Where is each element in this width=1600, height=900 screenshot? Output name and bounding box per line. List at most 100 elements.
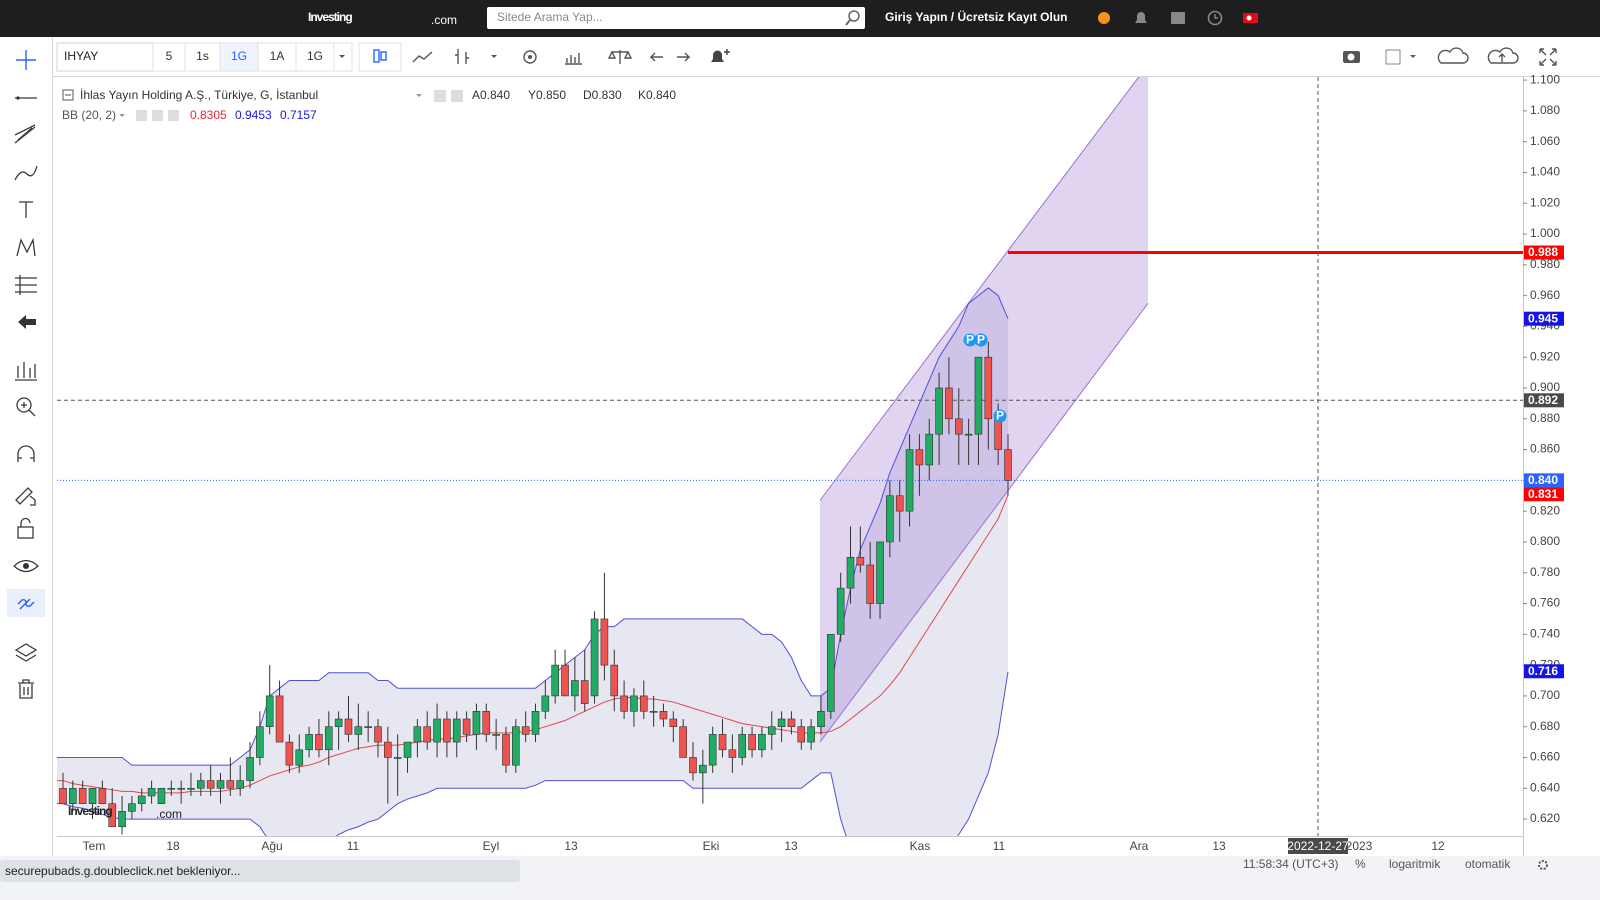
candle-body[interactable] [649,710,658,713]
candle-body[interactable] [128,803,136,812]
candle-body[interactable] [531,710,540,735]
candle-body[interactable] [206,780,215,789]
symbol-input[interactable] [56,42,154,72]
indicator-dropdown[interactable] [119,114,125,117]
candle-body[interactable] [551,664,559,697]
candle-body[interactable] [866,564,874,604]
candle-body[interactable] [945,387,953,420]
percent-toggle[interactable]: % [1355,857,1366,871]
candle-body[interactable] [738,734,747,758]
candle-body[interactable] [216,780,225,789]
candle-body[interactable] [708,734,717,766]
auto-toggle[interactable]: otomatik [1465,857,1511,871]
candle-body[interactable] [1004,449,1012,481]
candle-body[interactable] [994,418,1002,450]
search-box[interactable] [487,7,865,29]
search-icon[interactable] [845,10,860,26]
candle-body[interactable] [482,710,491,735]
candle-body[interactable] [364,726,372,728]
candle-body[interactable] [384,741,392,758]
event-marker[interactable] [974,333,988,347]
candle-body[interactable] [492,734,500,736]
candle-body[interactable] [315,734,323,751]
event-marker[interactable] [963,333,977,347]
candle-body[interactable] [590,618,599,697]
candle-body[interactable] [728,749,737,758]
candle-body[interactable] [472,710,481,735]
candle-body[interactable] [758,734,766,751]
candle-body[interactable] [265,695,274,727]
indicator-icons[interactable] [136,110,179,121]
candle-body[interactable] [256,726,264,758]
legend-icons[interactable] [434,90,463,102]
candle-body[interactable] [954,418,963,435]
candle-body[interactable] [659,710,668,720]
candle-body[interactable] [797,726,806,743]
candle-body[interactable] [777,718,786,727]
candle-body[interactable] [807,726,815,743]
candle-body[interactable] [886,495,894,543]
candle-body[interactable] [118,811,126,828]
candle-body[interactable] [285,741,294,766]
event-marker[interactable] [993,409,1007,423]
candle-body[interactable] [925,433,934,466]
candle-body[interactable] [787,718,796,727]
candle-body[interactable] [827,634,835,712]
candle-body[interactable] [108,803,117,828]
candle-body[interactable] [679,726,687,758]
candle-body[interactable] [718,734,727,751]
candle-body[interactable] [305,734,313,751]
candle-body[interactable] [876,541,884,604]
candle-body[interactable] [187,787,195,790]
interval-button[interactable] [219,42,259,72]
candle-body[interactable] [88,787,97,804]
interval-button[interactable] [257,42,297,72]
settings-icon[interactable] [1538,860,1548,870]
log-toggle[interactable]: logaritmik [1389,857,1441,871]
candle-body[interactable] [443,718,451,743]
candle-body[interactable] [984,356,993,420]
plot-area[interactable]: P PP [57,65,1523,896]
candle-body[interactable] [512,726,520,766]
candle-body[interactable] [226,780,235,789]
candle-body[interactable] [236,780,244,789]
candle-body[interactable] [541,695,550,712]
candle-body[interactable] [69,787,77,804]
candle-body[interactable] [836,587,845,635]
candle-body[interactable] [561,664,569,697]
sidebar-tools[interactable] [7,50,45,699]
candle-body[interactable] [374,726,382,743]
candle-body[interactable] [197,780,205,789]
candle-body[interactable] [767,726,776,735]
interval-button[interactable] [295,42,335,72]
candle-body[interactable] [59,787,67,804]
candle-body[interactable] [452,718,461,743]
candle-body[interactable] [275,695,284,743]
candle-body[interactable] [462,718,471,735]
candle-body[interactable] [699,764,707,774]
candle-body[interactable] [817,710,825,727]
candle-body[interactable] [147,787,156,797]
logo-suffix[interactable]: .com [431,13,457,27]
candle-body[interactable] [295,749,304,766]
candle-body[interactable] [344,718,353,735]
candle-body[interactable] [423,726,432,743]
candle-body[interactable] [610,664,619,697]
candle-body[interactable] [600,618,609,666]
candle-body[interactable] [856,557,865,566]
candle-body[interactable] [502,734,510,766]
candle-body[interactable] [895,495,904,512]
candle-body[interactable] [413,726,422,743]
candle-body[interactable] [246,757,254,781]
candle-body[interactable] [905,449,914,512]
candle-body[interactable] [167,787,176,790]
login-link[interactable]: Giriş Yapın / Ücretsiz Kayıt Olun [885,9,1068,24]
candle-body[interactable] [157,787,166,804]
candle-body[interactable] [915,449,924,466]
candle-body[interactable] [393,757,402,759]
candle-body[interactable] [639,695,648,712]
candle-body[interactable] [521,726,530,735]
candle-body[interactable] [78,787,87,804]
candle-body[interactable] [98,787,107,804]
logo[interactable]: Investing [308,10,353,24]
